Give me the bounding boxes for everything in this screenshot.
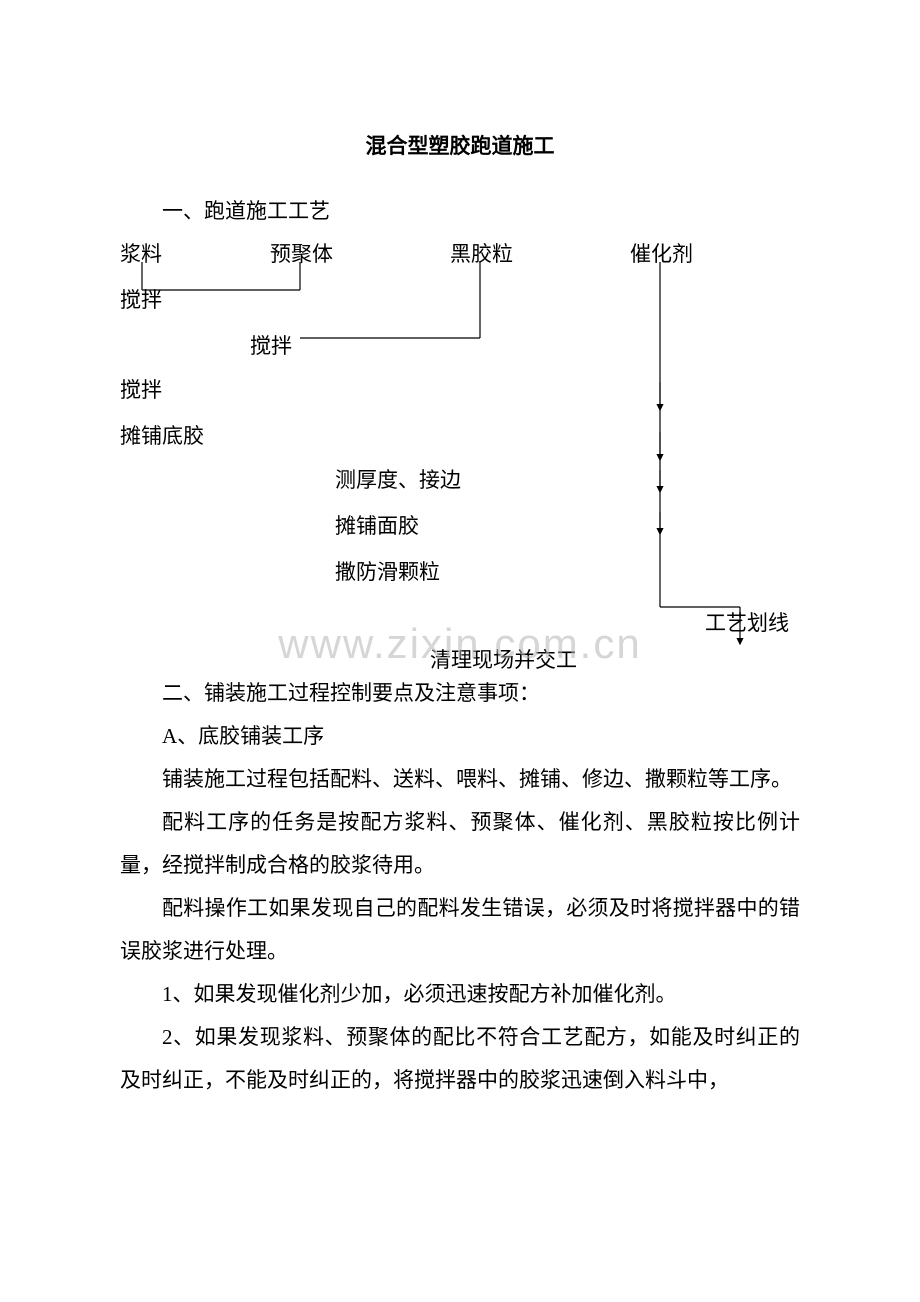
flow-node-sa-fanghua: 撒防滑颗粒 [335, 556, 440, 586]
flow-node-jiaoban2: 搅拌 [250, 330, 292, 360]
flow-node-tanpu-dijiao: 摊铺底胶 [120, 420, 204, 450]
paragraph-4: 1、如果发现催化剂少加，必须迅速按配方补加催化剂。 [120, 973, 800, 1016]
flow-node-tanpu-mianjiao: 摊铺面胶 [335, 510, 419, 540]
flow-node-cuihuaji: 催化剂 [630, 238, 693, 268]
document-title: 混合型塑胶跑道施工 [120, 130, 800, 160]
flow-node-heijiaoli: 黑胶粒 [450, 238, 513, 268]
flow-node-qingli: 清理现场并交工 [430, 644, 577, 674]
paragraph-5: 2、如果发现浆料、预聚体的配比不符合工艺配方，如能及时纠正的及时纠正，不能及时纠… [120, 1016, 800, 1102]
flow-node-yujuti: 预聚体 [270, 238, 333, 268]
flowchart-area: 浆料 预聚体 黑胶粒 催化剂 搅拌 搅拌 搅拌 摊铺底胶 测厚度、接边 摊铺面胶… [120, 232, 800, 672]
paragraph-1: 铺装施工过程包括配料、送料、喂料、摊铺、修边、撒颗粒等工序。 [120, 758, 800, 801]
flow-node-jiaoban3: 搅拌 [120, 374, 162, 404]
flow-node-cehoudu: 测厚度、接边 [335, 464, 461, 494]
flow-node-gongyi-huaxian: 工艺划线 [705, 607, 789, 637]
section-2-heading: 二、铺装施工过程控制要点及注意事项： [120, 672, 800, 715]
flowchart-lines [120, 232, 800, 672]
subsection-a: A、底胶铺装工序 [120, 715, 800, 758]
paragraph-2: 配料工序的任务是按配方浆料、预聚体、催化剂、黑胶粒按比例计量，经搅拌制成合格的胶… [120, 801, 800, 887]
section-1-heading: 一、跑道施工工艺 [120, 190, 800, 232]
paragraph-3: 配料操作工如果发现自己的配料发生错误，必须及时将搅拌器中的错误胶浆进行处理。 [120, 887, 800, 973]
flow-node-jiaoban1: 搅拌 [120, 284, 162, 314]
flow-node-jiangliao: 浆料 [120, 238, 162, 268]
